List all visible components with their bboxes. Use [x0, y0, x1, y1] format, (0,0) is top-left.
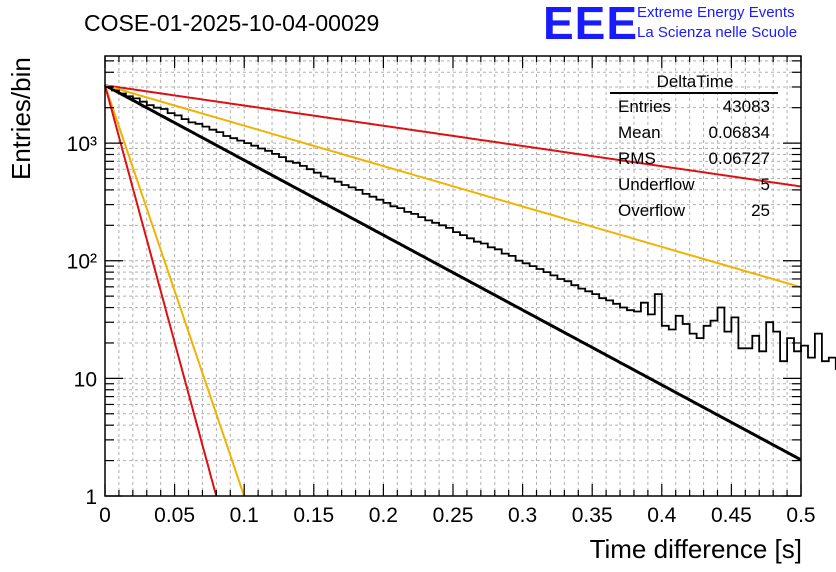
fit-curve	[104, 83, 802, 462]
stats-value: 0.06727	[708, 149, 770, 168]
y-axis-label: Entries/bin	[6, 57, 36, 180]
grid	[105, 56, 801, 496]
stats-label: Entries	[618, 97, 671, 116]
x-tick-label: 0.05	[154, 504, 195, 527]
histogram-outline	[105, 86, 836, 370]
tick-labels: 0 0.05 0.1 0.15 0.2 0.25 0.3 0.35 0.4 0.45 0.5 1 10 1…	[67, 133, 816, 527]
y-tick-label: 10²	[67, 251, 97, 274]
fit-curve	[104, 85, 218, 497]
x-tick-label: 0.15	[293, 504, 334, 527]
stats-label: Mean	[618, 123, 661, 142]
stats-row: Entries 43083	[610, 94, 778, 120]
y-tick-label: 10³	[67, 133, 97, 156]
histogram	[105, 86, 836, 370]
x-tick-label: 0.35	[572, 504, 613, 527]
run-title: COSE-01-2025-10-04-00029	[84, 10, 380, 36]
x-tick-label: 0.25	[433, 504, 474, 527]
stats-label: Underflow	[618, 175, 695, 194]
x-axis-label: Time difference [s]	[589, 534, 802, 564]
axis-ticks	[104, 56, 802, 497]
stats-row: Underflow 5	[610, 172, 778, 198]
y-tick-label: 10	[74, 368, 97, 391]
stats-label: RMS	[618, 149, 656, 168]
x-tick-label: 0.5	[786, 504, 815, 527]
stats-row: RMS 0.06727	[610, 146, 778, 172]
fit-curve	[104, 84, 802, 289]
fit-curves	[104, 83, 802, 497]
stats-row: Mean 0.06834	[610, 120, 778, 146]
stats-value: 5	[760, 175, 770, 194]
stats-value: 43083	[722, 97, 770, 116]
eee-subtitle-1: Extreme Energy Events	[637, 4, 795, 21]
eee-logo: EEE	[543, 0, 639, 49]
x-tick-label: 0.4	[647, 504, 677, 527]
fit-curve	[104, 84, 246, 497]
stats-title: DeltaTime	[610, 72, 778, 94]
stats-label: Overflow	[618, 201, 686, 220]
eee-subtitle-2: La Scienza nelle Scuole	[637, 24, 798, 41]
fit-curve	[104, 84, 802, 188]
y-tick-label: 1	[85, 486, 97, 509]
x-tick-label: 0.45	[711, 504, 752, 527]
stats-value: 0.06834	[708, 123, 770, 142]
x-tick-label: 0.1	[230, 504, 259, 527]
x-tick-label: 0.2	[369, 504, 398, 527]
x-tick-label: 0.3	[508, 504, 537, 527]
stats-box: DeltaTime Entries 43083 Mean 0.06834 RMS…	[610, 72, 778, 224]
stats-value: 25	[751, 201, 770, 220]
stats-row: Overflow 25	[610, 198, 778, 224]
x-tick-label: 0	[99, 504, 111, 527]
